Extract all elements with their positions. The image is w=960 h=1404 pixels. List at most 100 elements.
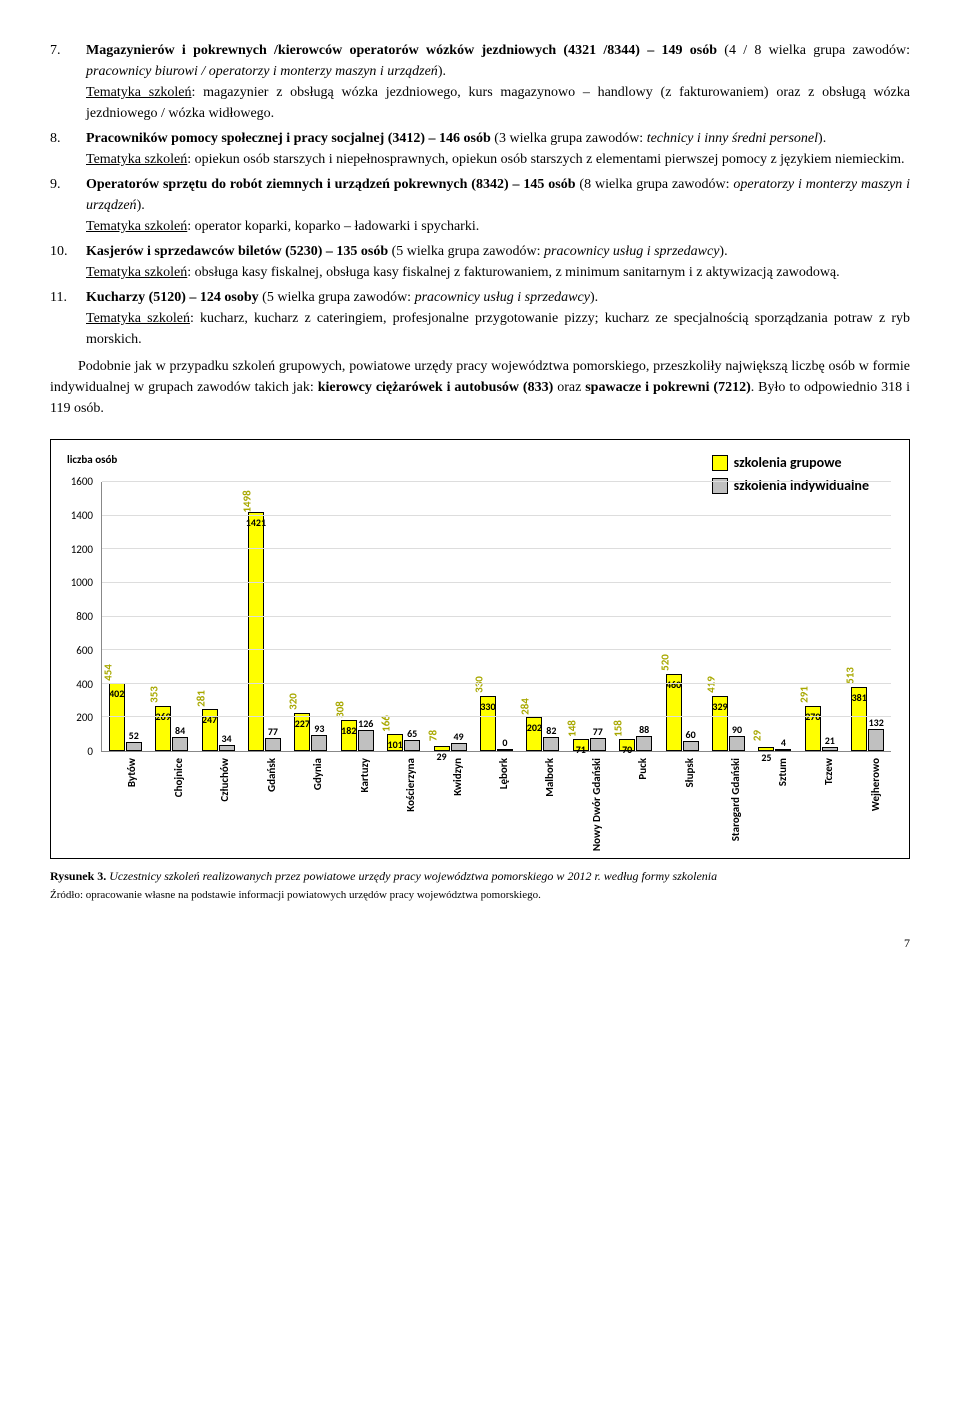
x-tick-label: Kartuzy [333, 752, 379, 852]
y-tick: 0 [87, 744, 93, 761]
y-tick: 400 [76, 676, 93, 693]
bar-indywidualne: 52 [126, 742, 142, 751]
bar-group: 3303300 [473, 482, 519, 751]
figure-source: Źródło: opracowanie własne na podstawie … [50, 887, 910, 904]
x-tick-label: Kwidzyn [426, 752, 472, 852]
x-tick-label: Lębork [473, 752, 519, 852]
chart-container: liczba osób szkolenia grupoweszkolenia i… [50, 439, 910, 859]
bar-group: 45440252 [102, 482, 148, 751]
bar-value-label: 126 [358, 716, 373, 731]
bar-value-label: 82 [546, 723, 556, 738]
bar-grupowe: 308182 [341, 720, 357, 751]
bar-indywidualne: 34 [219, 745, 235, 751]
bar-value-label: 65 [407, 726, 417, 741]
bar-total-label: 29 [750, 730, 767, 741]
bar-grupowe: 419329 [712, 696, 728, 751]
bar-value-label: 49 [453, 729, 463, 744]
bar-indywidualne: 65 [404, 740, 420, 751]
bar-group: 29254 [752, 482, 798, 751]
bar-group: 41932990 [705, 482, 751, 751]
list-item: 10.Kasjerów i sprzedawców biletów (5230)… [50, 241, 910, 283]
bar-total-label: 281 [193, 690, 210, 707]
bar-indywidualne: 77 [590, 738, 606, 751]
bar-value-label: 381 [852, 690, 867, 705]
bar-value-label: 60 [686, 727, 696, 742]
bar-value-label: 227 [295, 716, 310, 731]
bar-group: 28420282 [520, 482, 566, 751]
bar-total-label: 454 [100, 664, 117, 681]
bar-indywidualne: 0 [497, 749, 513, 751]
bar-group: 29127021 [798, 482, 844, 751]
legend-item: szkolenia grupowe [712, 452, 869, 473]
list-item: 8.Pracowników pomocy społecznej i pracy … [50, 128, 910, 170]
bar-indywidualne: 82 [543, 737, 559, 751]
x-tick-label: Wejherowo [845, 752, 891, 852]
bar-indywidualne: 88 [636, 736, 652, 751]
bar-group: 1498 1421 77 [241, 482, 287, 751]
y-tick: 600 [76, 643, 93, 660]
bar-grupowe: 2925 [758, 747, 774, 751]
bar-grupowe: 291270 [805, 706, 821, 751]
x-tick-label: Starogard Gdański [705, 752, 751, 852]
list-item: 11.Kucharzy (5120) – 124 osoby (5 wielka… [50, 287, 910, 350]
y-tick: 800 [76, 609, 93, 626]
y-tick: 1000 [71, 575, 93, 592]
bar-value-label: 330 [480, 699, 495, 714]
bar-grupowe: 284202 [526, 717, 542, 751]
list-item: 7.Magazynierów i pokrewnych /kierowców o… [50, 40, 910, 124]
bar-value-label: 247 [202, 712, 217, 727]
bar-group: 16610165 [380, 482, 426, 751]
x-tick-label: Człuchów [194, 752, 240, 852]
y-axis: 02004006008001000120014001600 [61, 482, 97, 752]
bar-grupowe: 14871 [573, 739, 589, 751]
bar-value-label: 34 [221, 731, 231, 746]
x-tick-label: Bytów [101, 752, 147, 852]
bar-value-label: 84 [175, 723, 185, 738]
bar-value-label: 52 [129, 728, 139, 743]
bar-indywidualne: 49 [451, 743, 467, 751]
y-tick: 200 [76, 710, 93, 727]
bar-indywidualne: 4 [775, 749, 791, 751]
bar-total-label: 419 [703, 676, 720, 693]
bar-indywidualne: 90 [729, 736, 745, 751]
x-tick-label: Puck [612, 752, 658, 852]
bar-group: 308182126 [334, 482, 380, 751]
y-tick: 1600 [71, 474, 93, 491]
x-tick-label: Tczew [798, 752, 844, 852]
bar-grupowe: 7829 [434, 746, 450, 751]
bar-total-label: 353 [147, 686, 164, 703]
list-item: 9.Operatorów sprzętu do robót ziemnych i… [50, 174, 910, 237]
bar-grupowe: 166101 [387, 734, 403, 751]
bar-total-label: 148 [564, 720, 581, 737]
bar-grupowe: 520460 [666, 674, 682, 751]
x-tick-label: Sztum [752, 752, 798, 852]
bar-total-label: 1498 [239, 490, 256, 512]
chart-plot: 4544025235326984281 247 34 1498 1421 77 320 227… [101, 482, 891, 752]
bar-total-label: 78 [425, 730, 442, 741]
bar-value-label: 182 [341, 723, 356, 738]
x-tick-label: Nowy Dwór Gdański [566, 752, 612, 852]
bar-value-label: 460 [666, 677, 681, 692]
x-axis: BytówChojniceCzłuchówGdańskGdyniaKartuzy… [101, 752, 891, 852]
bar-value-label: 90 [732, 722, 742, 737]
bar-group: 782949 [427, 482, 473, 751]
bar-group: 281 247 34 [195, 482, 241, 751]
bar-value-label: 93 [314, 721, 324, 736]
y-tick: 1400 [71, 508, 93, 525]
bar-group: 520460 60 [659, 482, 705, 751]
numbered-list: 7.Magazynierów i pokrewnych /kierowców o… [50, 40, 910, 350]
bar-indywidualne: 21 [822, 747, 838, 751]
bar-indywidualne: 132 [868, 729, 884, 751]
bar-total-label: 320 [286, 693, 303, 710]
bar-group: 35326984 [148, 482, 194, 751]
bar-value-label: 0 [502, 735, 507, 750]
bar-grupowe: 15870 [619, 739, 635, 751]
bar-value-label: 1421 [246, 515, 266, 530]
bar-value-label: 77 [268, 724, 278, 739]
x-tick-label: Chojnice [147, 752, 193, 852]
bar-group: 320 227 93 [288, 482, 334, 751]
x-tick-label: Gdańsk [240, 752, 286, 852]
bar-value-label: 77 [593, 724, 603, 739]
bar-indywidualne: 126 [358, 730, 374, 751]
y-tick: 1200 [71, 541, 93, 558]
